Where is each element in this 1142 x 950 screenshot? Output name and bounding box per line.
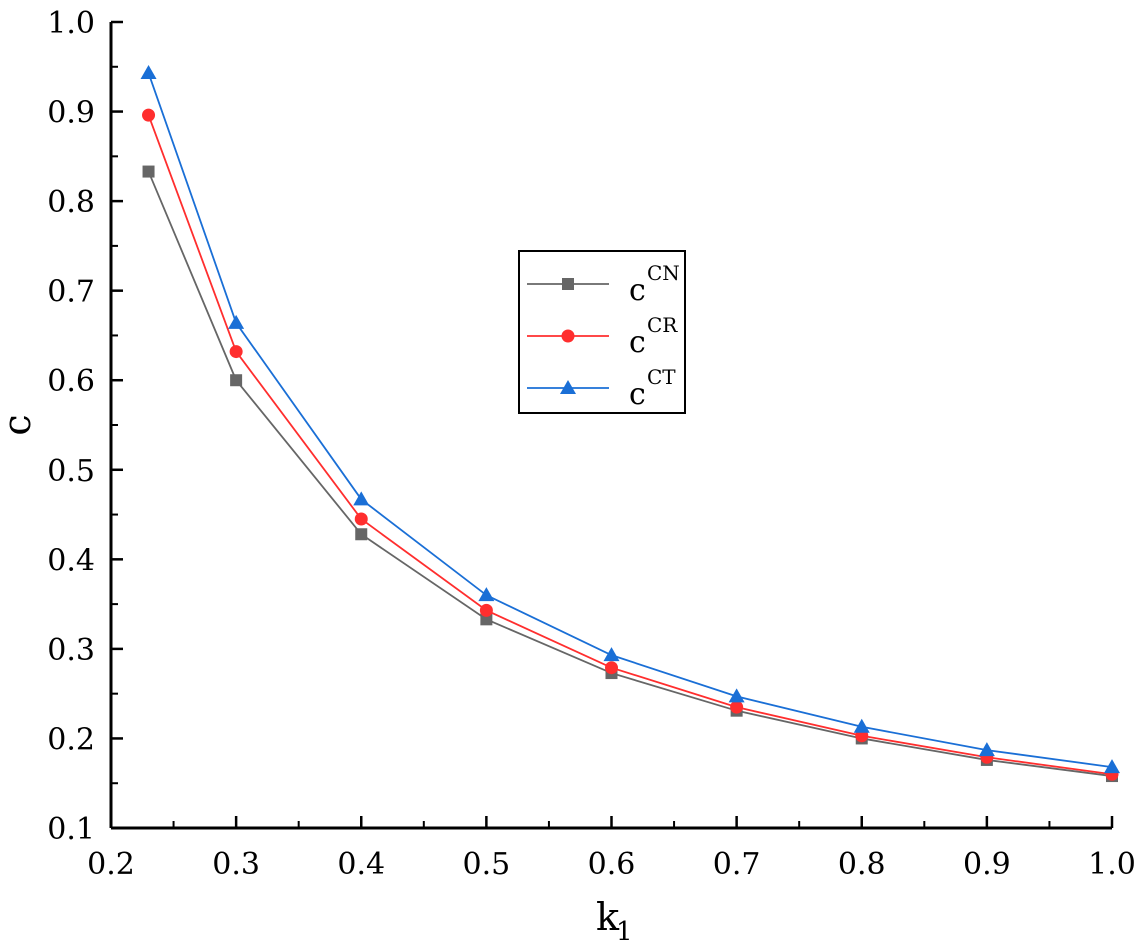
y-axis-title: c [0,414,39,435]
legend-label: c [629,377,646,412]
y-tick-label: 0.9 [47,96,95,131]
data-point [478,587,495,602]
legend-label-superscript: CT [647,365,676,389]
data-point [229,345,243,359]
y-tick-label: 0.3 [47,633,95,668]
y-tick-label: 0.7 [47,275,95,310]
data-point [730,700,744,714]
data-point [605,661,618,675]
axes [109,22,1112,830]
data-point [603,647,620,662]
series-layer [140,65,1120,783]
axis-titles: k1 c [0,414,633,947]
data-point [230,374,243,387]
y-tick-label: 0.5 [47,454,95,489]
x-tick-label: 0.3 [212,847,260,882]
y-tick-label: 0.1 [47,812,95,847]
x-tick-label: 0.9 [963,847,1011,882]
legend-box [518,250,686,414]
x-tick-label: 0.2 [87,847,135,882]
data-point [479,603,493,617]
ticks: 0.2 0.3 0.4 0.5 0.6 0.7 0.8 0.9 1.00.10.20.30.40… [47,6,1136,882]
x-tick-label: 0.7 [713,847,761,882]
legend-label-superscript: CN [647,261,680,285]
x-tick-label: 0.4 [337,847,385,882]
legend-label: c [629,325,646,360]
data-point [353,491,370,506]
series-cr [142,108,1119,781]
series-line [147,72,1113,768]
legend: c CNc CRc CT [518,250,686,414]
x-tick-label: 0.8 [838,847,886,882]
data-point [142,108,156,122]
x-tick-label: 1.0 [1088,847,1136,882]
y-tick-label: 0.6 [47,364,95,399]
x-tick-label: 0.6 [588,847,636,882]
data-point [140,65,157,80]
data-point [1104,759,1120,774]
legend-label-superscript: CR [647,313,678,337]
data-point [142,165,155,178]
data-point [728,688,745,703]
data-point [354,512,368,526]
data-point [228,314,245,329]
data-point [978,742,995,757]
legend-label: c [629,273,646,308]
data-point [853,718,870,733]
y-tick-label: 0.2 [47,722,95,757]
series-line [147,114,1113,776]
y-tick-label: 0.8 [47,185,95,220]
legend-marker [561,329,575,343]
legend-marker [560,380,576,394]
y-tick-label: 1.0 [47,6,95,41]
series-ct [140,65,1120,774]
x-tick-label: 0.5 [463,847,511,882]
data-point [480,613,493,626]
data-point [355,528,368,541]
x-axis-title-subscript: 1 [616,917,633,947]
x-axis-title: k [596,895,620,939]
y-tick-label: 0.4 [47,543,95,578]
legend-marker [562,278,574,290]
